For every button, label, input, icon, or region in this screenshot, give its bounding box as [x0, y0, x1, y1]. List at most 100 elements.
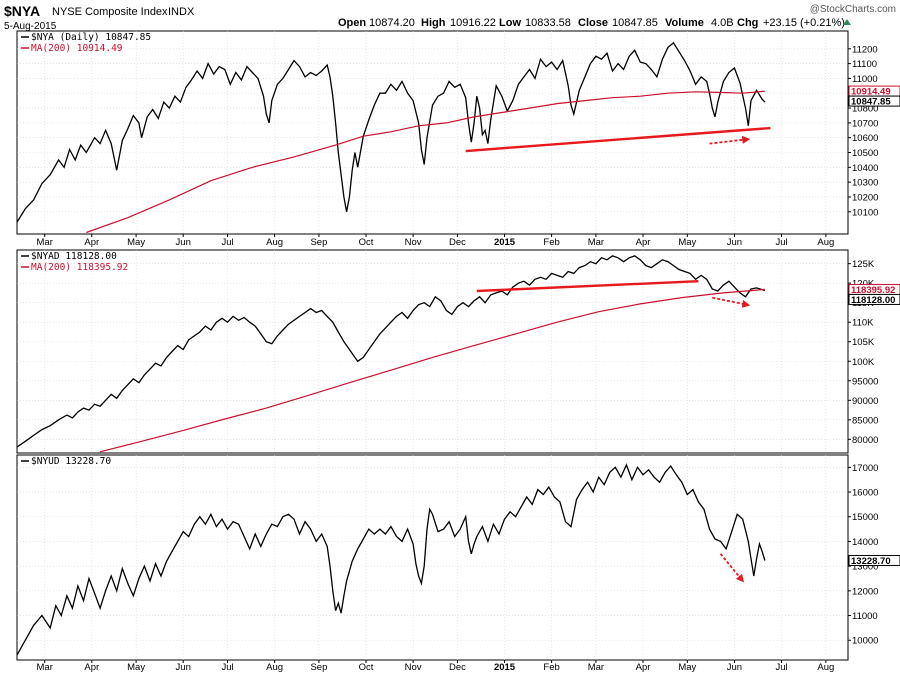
- x-tick-label: Jul: [775, 237, 787, 248]
- y-tick-label: 100K: [852, 357, 875, 368]
- symbol: $NYA: [4, 3, 40, 19]
- x-tick-label: Aug: [817, 237, 834, 248]
- x-tick-label: Feb: [543, 237, 559, 248]
- x-tick-label: Feb: [543, 662, 559, 673]
- chart-panels: 10100 10200 10300 10400 10500 10600 10700 10800…: [16, 30, 900, 673]
- x-tick-label: Jun: [727, 237, 742, 248]
- panel-2: 80000850009000095000100K105K110K115K120K…: [16, 249, 900, 454]
- y-tick-label: 11000: [852, 611, 878, 622]
- y-tick-label: 11100: [852, 59, 877, 70]
- last-value-label: 118395.92: [851, 285, 895, 296]
- last-value-box: [848, 95, 900, 107]
- y-tick-label: 14000: [852, 537, 878, 548]
- x-tick-label: Sep: [310, 237, 327, 248]
- y-tick-label: 10100: [852, 207, 878, 218]
- volume-value: 4.0B: [711, 17, 734, 29]
- x-tick-label: Apr: [84, 237, 99, 248]
- x-tick-label: Jun: [176, 662, 191, 673]
- y-tick-label: 10200: [852, 192, 878, 203]
- x-tick-label: Jul: [221, 237, 233, 248]
- legend-entry: $NYUD 13228.70: [31, 456, 111, 467]
- x-tick-label: Nov: [405, 662, 422, 673]
- x-tick-label: Aug: [817, 662, 834, 673]
- low-label: Low: [499, 17, 521, 29]
- panel-1: 10100 10200 10300 10400 10500 10600 10700 10800…: [16, 30, 900, 248]
- index-name: NYSE Composite Index: [52, 6, 168, 18]
- ma-line: [99, 288, 765, 453]
- close-value: 10847.85: [612, 17, 658, 29]
- y-tick-label: 105K: [852, 337, 875, 348]
- x-tick-label: Nov: [405, 237, 422, 248]
- x-tick-label: Jun: [727, 662, 742, 673]
- last-value-box: [848, 554, 900, 566]
- y-tick-label: 110K: [852, 318, 874, 329]
- x-tick-label: Apr: [636, 237, 651, 248]
- panel-3: 10000 11000 12000 13000 14000 15000 16000 17000…: [16, 454, 900, 673]
- y-tick-label: 80000: [852, 435, 878, 446]
- last-value-label: 13228.70: [851, 556, 891, 567]
- y-tick-label: 15000: [852, 512, 878, 523]
- y-tick-label: 11200: [852, 44, 878, 55]
- x-tick-label: Mar: [588, 662, 604, 673]
- chg-label: Chg: [737, 17, 758, 29]
- trendline: [476, 280, 699, 293]
- chg-value: +23.15 (+0.21%): [763, 17, 845, 29]
- x-tick-label: Aug: [266, 662, 283, 673]
- high-label: High: [421, 17, 446, 29]
- exchange: INDX: [168, 6, 195, 18]
- y-tick-label: 10400: [852, 163, 878, 174]
- x-tick-label: Mar: [37, 237, 53, 248]
- y-tick-label: 16000: [852, 488, 878, 499]
- dashed-arrow: [719, 553, 745, 583]
- high-value: 10916.22: [450, 17, 496, 29]
- trendline: [465, 126, 771, 153]
- x-tick-label: May: [127, 237, 145, 248]
- open-label: Open: [338, 17, 366, 29]
- x-tick-label: Dec: [449, 662, 466, 673]
- dashed-arrow: [709, 135, 751, 145]
- x-tick-label: 2015: [494, 237, 516, 248]
- x-tick-label: Aug: [266, 237, 283, 248]
- legend-entry: $NYAD 118128.00: [31, 251, 117, 262]
- legend-entry: MA(200) 118395.92: [31, 262, 128, 273]
- last-value-label: 10914.49: [851, 87, 891, 98]
- low-value: 10833.58: [525, 17, 571, 29]
- y-tick-label: 10800: [852, 104, 878, 115]
- last-value-label: 118128.00: [851, 295, 895, 306]
- y-tick-label: 95000: [852, 376, 878, 387]
- chart-header: $NYA NYSE Composite Index INDX 5-Aug-201…: [4, 3, 896, 32]
- x-tick-label: Mar: [37, 662, 53, 673]
- x-tick-label: Jul: [775, 662, 787, 673]
- close-label: Close: [578, 17, 608, 29]
- y-tick-label: 10000: [852, 636, 878, 647]
- last-value-box: [848, 293, 900, 305]
- legend-entry: MA(200) 10914.49: [31, 43, 123, 54]
- x-tick-label: Apr: [636, 662, 651, 673]
- y-tick-label: 13000: [852, 562, 878, 573]
- y-tick-label: 85000: [852, 415, 878, 426]
- up-triangle-icon: [843, 19, 851, 25]
- volume-label: Volume: [665, 17, 704, 29]
- y-tick-label: 17000: [852, 463, 878, 474]
- x-tick-label: Oct: [359, 237, 374, 248]
- ma-line: [86, 90, 765, 234]
- x-tick-label: Jun: [176, 237, 191, 248]
- open-value: 10874.20: [369, 17, 415, 29]
- x-tick-label: Oct: [359, 662, 374, 673]
- watermark: @StockCharts.com: [810, 4, 896, 15]
- y-tick-label: 10300: [852, 178, 878, 189]
- y-tick-label: 10600: [852, 133, 878, 144]
- x-tick-label: Jul: [221, 662, 233, 673]
- x-tick-label: Mar: [588, 237, 604, 248]
- dashed-arrow: [712, 296, 751, 308]
- x-tick-label: May: [678, 237, 696, 248]
- panel-frame: [16, 454, 849, 661]
- y-tick-label: 11000: [852, 74, 878, 85]
- date: 5-Aug-2015: [4, 21, 57, 32]
- y-tick-label: 10500: [852, 148, 878, 159]
- x-tick-label: 2015: [494, 662, 516, 673]
- y-tick-label: 10700: [852, 118, 878, 129]
- price-line: [17, 463, 766, 656]
- price-line: [17, 255, 766, 448]
